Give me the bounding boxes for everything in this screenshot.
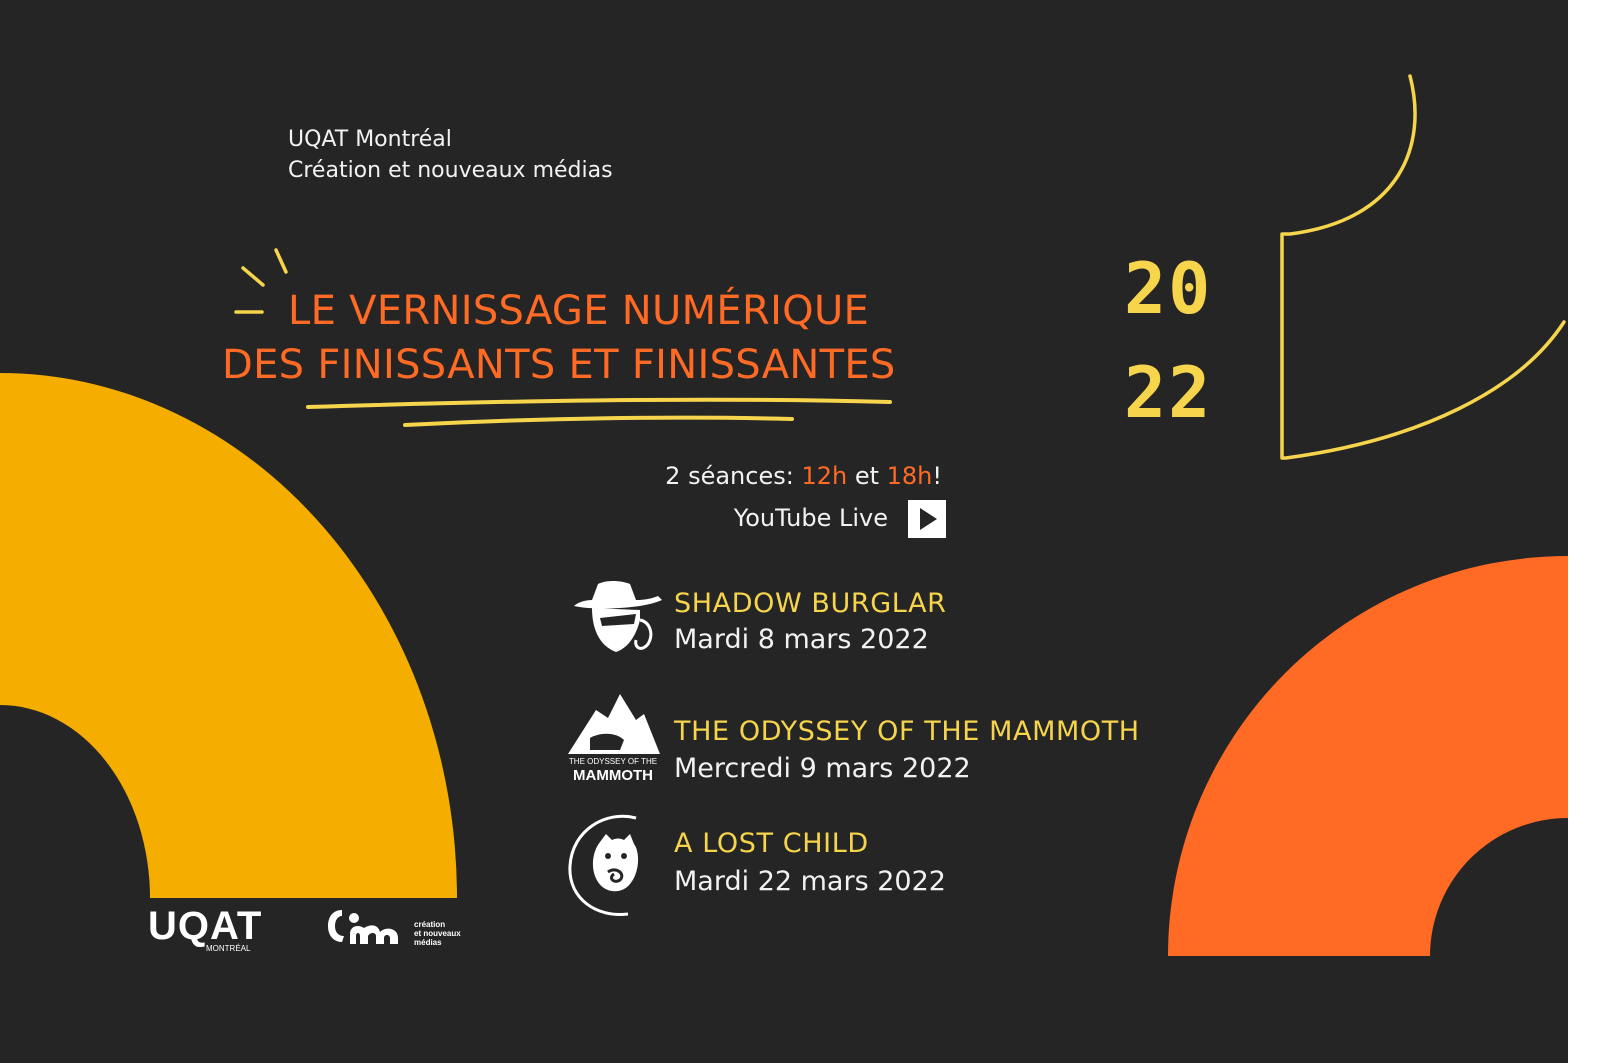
event-title-line2: DES FINISSANTS ET FINISSANTES	[222, 342, 896, 388]
game-date-lost-child: Mardi 22 mars 2022	[674, 866, 946, 897]
shadow-burglar-icon	[574, 581, 662, 652]
youtube-live-label: YouTube Live	[733, 504, 888, 532]
game-name-odyssey-mammoth: THE ODYSSEY OF THE MAMMOTH	[674, 716, 1140, 747]
cnm-logo-line3: médias	[414, 938, 442, 947]
header-org-name: UQAT Montréal	[288, 127, 452, 152]
cnm-logo-line1: création	[414, 920, 446, 929]
event-title-line1: LE VERNISSAGE NUMÉRIQUE	[288, 288, 870, 334]
sessions-middle: et	[847, 462, 887, 490]
yellow-outline-shape	[1280, 74, 1566, 460]
uqat-logo-sub: MONTRÉAL	[206, 944, 251, 953]
sessions-prefix: 2 séances:	[665, 462, 802, 490]
sessions-suffix: !	[932, 462, 942, 490]
game-date-odyssey-mammoth: Mercredi 9 mars 2022	[674, 753, 971, 784]
title-underline	[306, 397, 892, 427]
cnm-logo-line2: et nouveaux	[414, 929, 461, 938]
session-time-1: 12h	[801, 462, 848, 490]
mammoth-logo-line2: MAMMOTH	[573, 767, 653, 784]
uqat-logo: UQAT	[148, 904, 263, 948]
session-time-2: 18h	[886, 462, 933, 490]
sessions-line: 2 séances: 12h et 18h!	[600, 458, 942, 494]
play-icon[interactable]	[908, 500, 946, 538]
game-date-shadow-burglar: Mardi 8 mars 2022	[674, 624, 929, 655]
mammoth-mountain-icon: THE ODYSSEY OF THE MAMMOTH	[568, 694, 660, 784]
event-title: LE VERNISSAGE NUMÉRIQUE DES FINISSANTS E…	[222, 284, 896, 392]
game-name-lost-child: A LOST CHILD	[674, 828, 869, 859]
game-name-shadow-burglar: SHADOW BURGLAR	[674, 588, 947, 619]
lost-child-creature-icon	[568, 814, 639, 916]
spark-lines	[234, 248, 288, 314]
cnm-logo-text: création et nouveaux médias	[414, 920, 461, 947]
header-org: UQAT Montréal Création et nouveaux média…	[288, 124, 613, 186]
header-program-name: Création et nouveaux médias	[288, 158, 613, 183]
cnm-logo-icon	[328, 910, 398, 944]
year-top: 20	[1124, 248, 1213, 330]
gold-arc-shape	[0, 373, 457, 898]
orange-arc-shape	[1168, 556, 1568, 956]
year-bottom: 22	[1124, 352, 1213, 434]
mammoth-logo-line1: THE ODYSSEY OF THE	[569, 757, 657, 766]
